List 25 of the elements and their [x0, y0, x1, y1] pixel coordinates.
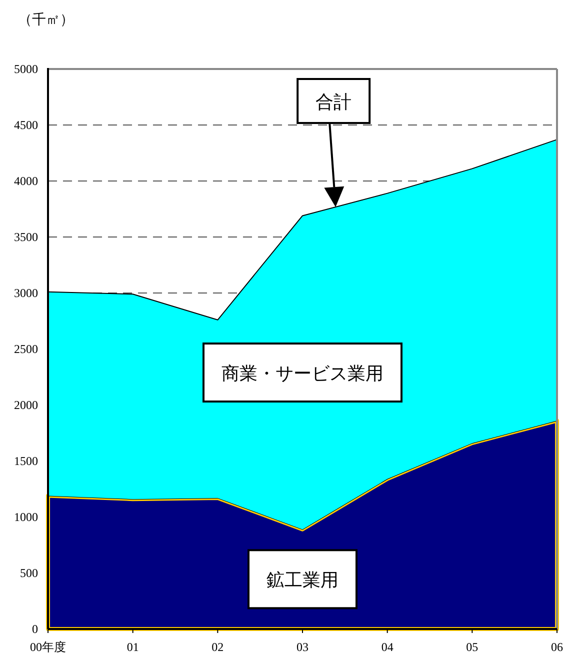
- x-tick-label: 02: [212, 640, 224, 654]
- y-tick-label: 3000: [14, 286, 38, 300]
- x-tick-label: 04: [381, 640, 394, 654]
- series-label: 商業・サービス業用: [222, 363, 384, 384]
- y-tick-label: 4500: [14, 118, 38, 132]
- annotation: 合計: [316, 92, 352, 112]
- y-tick-label: 2500: [14, 342, 38, 356]
- x-tick-label: 00年度: [30, 640, 66, 654]
- y-tick-label: 1000: [14, 510, 38, 524]
- x-tick-label: 06: [551, 640, 563, 654]
- y-tick-label: 4000: [14, 174, 38, 188]
- x-tick-label: 03: [296, 640, 308, 654]
- label-series: 鉱工業用: [248, 549, 358, 610]
- series-label: 鉱工業用: [266, 570, 338, 590]
- y-axis-title: （千㎡）: [18, 12, 74, 28]
- x-tick-label: 05: [466, 640, 478, 654]
- y-tick-label: 0: [32, 622, 38, 636]
- label-series: 商業・サービス業用: [202, 342, 402, 403]
- y-tick-label: 500: [20, 566, 38, 580]
- annotation: 合計: [296, 78, 371, 207]
- y-tick-label: 2000: [14, 398, 38, 412]
- x-tick-label: 01: [126, 640, 139, 654]
- y-tick-label: 5000: [14, 62, 38, 76]
- y-tick-label: 3500: [14, 230, 38, 244]
- y-tick-label: 1500: [14, 454, 38, 468]
